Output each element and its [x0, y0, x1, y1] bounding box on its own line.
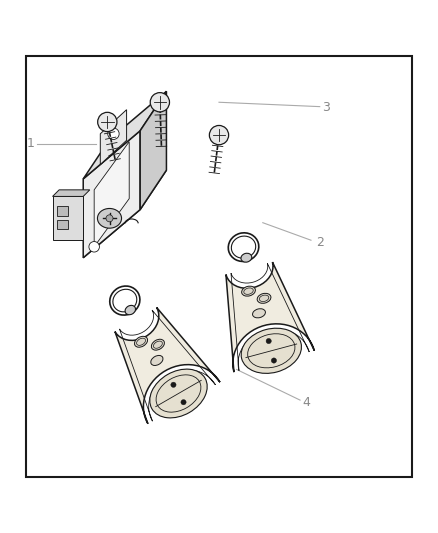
FancyBboxPatch shape [57, 206, 68, 216]
Text: 1: 1 [27, 138, 35, 150]
Circle shape [266, 338, 271, 344]
Ellipse shape [231, 236, 256, 258]
Ellipse shape [257, 293, 271, 303]
Polygon shape [53, 197, 83, 240]
Text: 3: 3 [322, 101, 330, 115]
Ellipse shape [151, 356, 163, 366]
Circle shape [181, 400, 186, 405]
Ellipse shape [253, 309, 265, 318]
Polygon shape [53, 190, 90, 197]
Circle shape [108, 128, 119, 140]
Ellipse shape [150, 369, 207, 418]
Polygon shape [94, 142, 129, 247]
Circle shape [89, 241, 99, 252]
Polygon shape [115, 308, 220, 424]
Ellipse shape [97, 208, 121, 228]
Ellipse shape [241, 253, 252, 262]
Circle shape [98, 112, 117, 132]
Ellipse shape [152, 339, 164, 350]
Ellipse shape [241, 328, 301, 374]
Polygon shape [226, 262, 314, 372]
Polygon shape [100, 110, 127, 165]
Ellipse shape [134, 336, 148, 347]
FancyBboxPatch shape [26, 56, 412, 477]
Ellipse shape [125, 305, 135, 314]
Circle shape [209, 125, 229, 145]
Text: 4: 4 [303, 396, 311, 409]
Polygon shape [83, 170, 166, 258]
FancyBboxPatch shape [57, 220, 68, 229]
Circle shape [106, 215, 113, 222]
Ellipse shape [113, 289, 137, 312]
Ellipse shape [242, 286, 255, 296]
Circle shape [150, 93, 170, 112]
Circle shape [171, 382, 176, 387]
Polygon shape [83, 131, 140, 258]
Text: 2: 2 [316, 236, 324, 249]
Polygon shape [140, 91, 166, 209]
Polygon shape [83, 91, 166, 179]
Circle shape [271, 358, 276, 363]
